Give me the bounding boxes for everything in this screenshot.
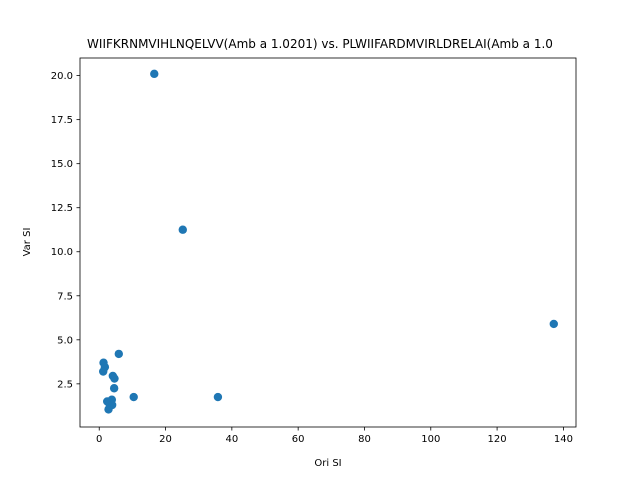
x-tick-label: 80: [358, 434, 371, 445]
data-point: [104, 405, 113, 414]
x-tick-label: 40: [225, 434, 238, 445]
plot-area: 0 20 40 60 80 100 120 140 2.5 5.0 7.5 10.0 12.5 15.0 1…: [51, 57, 577, 445]
x-tick-label: 60: [292, 434, 305, 445]
data-point: [114, 349, 123, 359]
y-tick-label: 7.5: [57, 291, 73, 302]
chart-title: WIIFKRNMVIHLNQELVV(Amb a 1.0201) vs. PLW…: [87, 37, 553, 51]
y-tick-label: 17.5: [51, 115, 73, 126]
x-tick-label: 0: [96, 434, 102, 445]
data-point: [549, 319, 558, 329]
x-tick-label: 120: [488, 434, 507, 445]
x-tick-label: 100: [421, 434, 440, 445]
x-tick-label: 140: [554, 434, 573, 445]
y-tick-label: 15.0: [51, 159, 73, 170]
data-point: [213, 392, 223, 402]
y-tick-label: 10.0: [51, 247, 73, 258]
data-point: [178, 225, 187, 234]
data-point: [99, 367, 108, 376]
data-point: [150, 69, 159, 79]
plot-frame: [79, 57, 577, 428]
data-point: [109, 384, 119, 393]
y-tick-label: 5.0: [57, 335, 73, 346]
y-axis-label: Var SI: [22, 228, 33, 257]
y-tick-label: 20.0: [51, 71, 73, 82]
data-point: [129, 392, 138, 402]
x-tick-label: 20: [159, 434, 172, 445]
y-tick-label: 12.5: [51, 203, 73, 214]
y-tick-label: 2.5: [57, 379, 73, 390]
data-point: [110, 374, 119, 383]
x-axis-label: Ori SI: [314, 458, 341, 469]
